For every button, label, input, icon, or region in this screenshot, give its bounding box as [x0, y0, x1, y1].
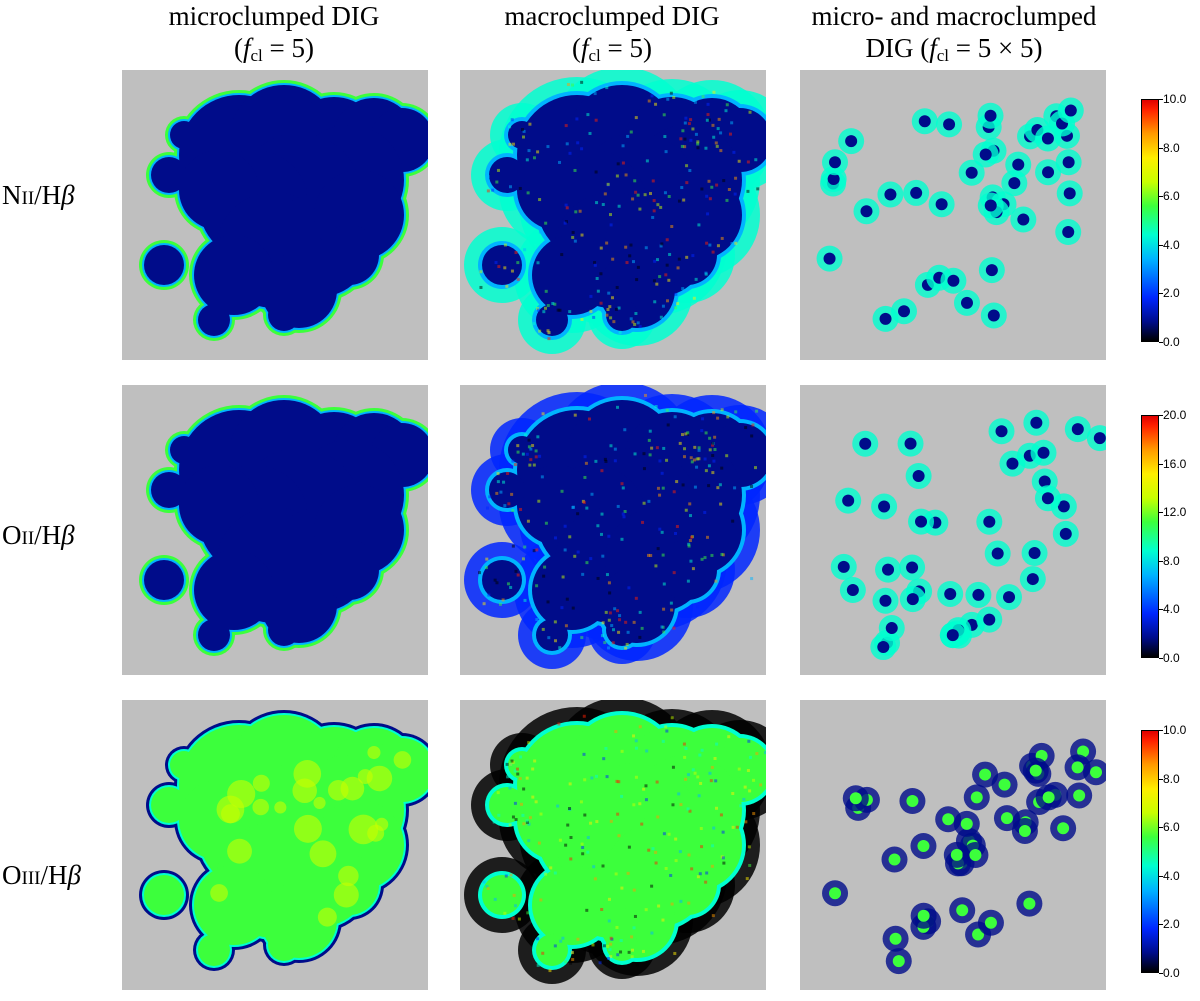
colorbar-tick-label: 4.0 [1163, 869, 1180, 883]
map-panel-oiii-microclumped [122, 700, 428, 990]
colorbar-tick-label: 4.0 [1163, 602, 1180, 616]
colorbar-tick-mark [1159, 609, 1163, 610]
map-panel-oii-microclumped [122, 385, 428, 675]
map-image [139, 710, 428, 971]
colorbar-tick-label: 2.0 [1163, 917, 1180, 931]
colorbar-tick-mark [1159, 464, 1163, 465]
column-title-line2: (fcl = 5) [571, 33, 652, 65]
map-panel-nii-macroclumped [460, 70, 766, 360]
row-label-nii-hbeta: NII/Hβ [2, 180, 75, 210]
colorbar-tick-label: 8.0 [1163, 141, 1180, 155]
column-title-microclumped: microclumped DIG (fcl = 5) [104, 0, 444, 64]
colorbar-tick-mark [1159, 196, 1163, 197]
colorbar-tick-mark [1159, 827, 1163, 828]
colorbar-tick-label: 20.0 [1163, 408, 1187, 422]
colorbar-tick-mark [1159, 293, 1163, 294]
map-image [816, 97, 1084, 332]
colorbar-row-2 [1141, 415, 1159, 658]
column-title-micro-and-macroclumped: micro- and macroclumped DIG (fcl = 5 × 5… [784, 0, 1124, 64]
colorbar-tick-mark [1159, 342, 1163, 343]
colorbar-tick-mark [1159, 876, 1163, 877]
colorbar-tick-label: 0.0 [1163, 335, 1180, 349]
colorbar-tick-mark [1159, 658, 1163, 659]
colorbar-tick-mark [1159, 512, 1163, 513]
row-label-oii-hbeta: OII/Hβ [2, 520, 75, 550]
colorbar-tick-label: 6.0 [1163, 189, 1180, 203]
colorbar-tick-mark [1159, 973, 1163, 974]
colorbar-tick-label: 0.0 [1163, 651, 1180, 665]
colorbar-tick-label: 6.0 [1163, 820, 1180, 834]
map-image [464, 700, 766, 984]
map-panel-nii-microclumped [122, 70, 428, 360]
colorbar-tick-mark [1159, 924, 1163, 925]
row-label-oiii-hbeta: OIII/Hβ [2, 860, 81, 890]
map-panel-oiii-macroclumped [460, 700, 766, 990]
colorbar-row-1 [1141, 99, 1159, 342]
column-title-line2: DIG (fcl = 5 × 5) [865, 33, 1043, 65]
colorbar-tick-mark [1159, 779, 1163, 780]
colorbar-tick-label: 8.0 [1163, 772, 1180, 786]
colorbar-tick-mark [1159, 245, 1163, 246]
column-title-line2: (fcl = 5) [233, 33, 314, 65]
colorbar-tick-label: 4.0 [1163, 238, 1180, 252]
colorbar-tick-label: 12.0 [1163, 505, 1187, 519]
column-title-line1: microclumped DIG [168, 1, 380, 31]
colorbar-tick-label: 0.0 [1163, 966, 1180, 980]
column-title-macroclumped: macroclumped DIG (fcl = 5) [442, 0, 782, 64]
colorbar-tick-label: 8.0 [1163, 554, 1180, 568]
colorbar-tick-mark [1159, 99, 1163, 100]
colorbar-tick-mark [1159, 415, 1163, 416]
colorbar-tick-label: 16.0 [1163, 457, 1187, 471]
map-panel-oiii-micro-macro [800, 700, 1106, 990]
map-panel-nii-micro-macro [800, 70, 1106, 360]
colorbar-tick-label: 10.0 [1163, 92, 1187, 106]
colorbar-tick-label: 2.0 [1163, 286, 1180, 300]
map-panel-oii-macroclumped [460, 385, 766, 675]
colorbar-tick-mark [1159, 148, 1163, 149]
column-title-line1: macroclumped DIG [504, 1, 720, 31]
colorbar-tick-mark [1159, 561, 1163, 562]
colorbar-tick-label: 10.0 [1163, 723, 1187, 737]
map-image [830, 409, 1106, 661]
map-image [464, 385, 766, 669]
map-panel-oii-micro-macro [800, 385, 1106, 675]
column-title-line1: micro- and macroclumped [811, 1, 1097, 31]
map-image [139, 80, 428, 341]
map-image [139, 395, 428, 656]
colorbar-tick-mark [1159, 730, 1163, 731]
map-image [464, 70, 766, 354]
map-image [822, 738, 1106, 975]
colorbar-row-3 [1141, 730, 1159, 973]
